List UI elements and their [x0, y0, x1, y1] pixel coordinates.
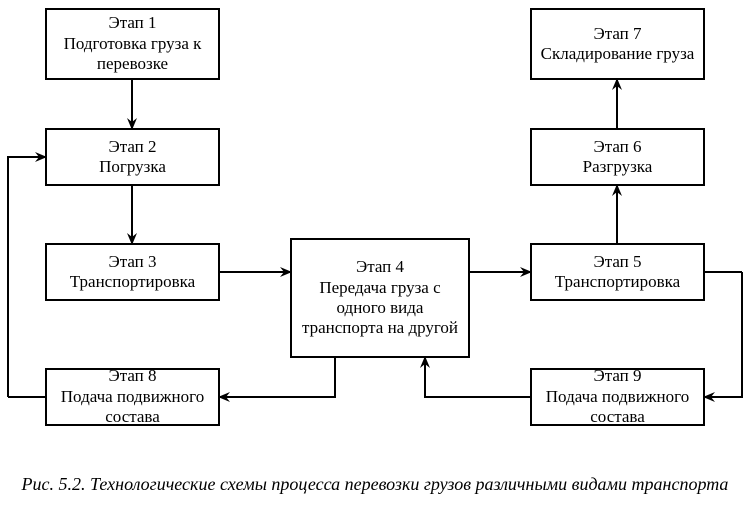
stage-4-text: Передача груза с одного вида транспорта …	[298, 278, 462, 339]
stage-3-title: Этап 3	[108, 252, 156, 272]
stage-1-title: Этап 1	[108, 13, 156, 33]
stage-8-text: Подача подвиж­ного состава	[53, 387, 212, 428]
stage-8-box: Этап 8 Подача подвиж­ного состава	[45, 368, 220, 426]
stage-1-text: Подготовка груза к перевозке	[53, 34, 212, 75]
stage-7-text: Складирование груза	[541, 44, 695, 64]
stage-5-box: Этап 5 Транспортировка	[530, 243, 705, 301]
stage-6-box: Этап 6 Разгрузка	[530, 128, 705, 186]
stage-2-text: Погрузка	[99, 157, 166, 177]
stage-6-text: Разгрузка	[583, 157, 653, 177]
figure-caption: Рис. 5.2. Технологические схемы процесса…	[0, 473, 750, 496]
edge-right-edge-to-n9	[705, 272, 742, 397]
caption-text: Технологические схемы процесса перевозки…	[90, 474, 728, 494]
stage-9-box: Этап 9 Подача подвиж­ного состава	[530, 368, 705, 426]
stage-2-title: Этап 2	[108, 137, 156, 157]
stage-7-box: Этап 7 Складирование груза	[530, 8, 705, 80]
edge-n4-to-n8	[220, 358, 335, 397]
stage-5-title: Этап 5	[593, 252, 641, 272]
stage-1-box: Этап 1 Подготовка груза к перевозке	[45, 8, 220, 80]
stage-3-text: Транспортировка	[70, 272, 195, 292]
stage-9-title: Этап 9	[593, 366, 641, 386]
stage-2-box: Этап 2 Погрузка	[45, 128, 220, 186]
stage-4-box: Этап 4 Передача груза с одного вида тран…	[290, 238, 470, 358]
stage-5-text: Транспортировка	[555, 272, 680, 292]
stage-3-box: Этап 3 Транспортировка	[45, 243, 220, 301]
stage-8-title: Этап 8	[108, 366, 156, 386]
stage-4-title: Этап 4	[356, 257, 404, 277]
stage-6-title: Этап 6	[593, 137, 641, 157]
stage-9-text: Подача подвиж­ного состава	[538, 387, 697, 428]
caption-prefix: Рис. 5.2.	[22, 474, 86, 494]
edge-n9-to-n4	[425, 358, 530, 397]
edge-left-edge-to-n2	[8, 157, 45, 397]
stage-7-title: Этап 7	[593, 24, 641, 44]
